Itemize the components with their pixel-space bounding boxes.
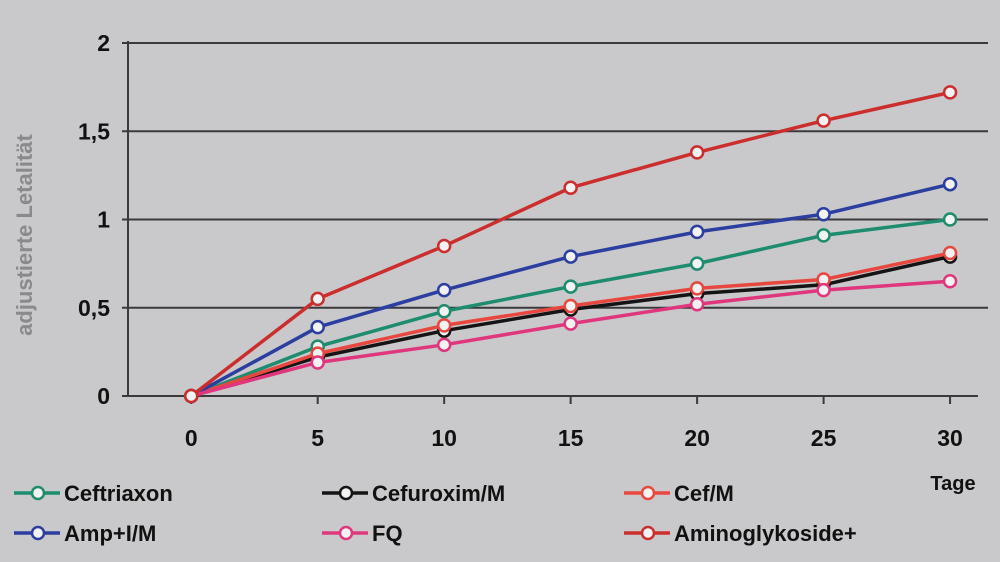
gridlines: [128, 42, 988, 309]
data-point: [689, 256, 705, 271]
y-tick-label: 0: [97, 383, 110, 409]
series-line: [190, 279, 951, 398]
legend-label: Aminoglykoside+: [674, 521, 857, 546]
data-point: [942, 85, 958, 100]
data-point: [436, 337, 452, 353]
data-point: [942, 274, 958, 289]
legend-item: Cef/M: [624, 481, 734, 506]
legend: Ceftriaxon Cefuroxim/M Cef/M Amp+I/M FQ Amino…: [14, 481, 857, 546]
legend-swatch-marker: [30, 525, 46, 541]
data-point: [942, 176, 958, 192]
data-point: [563, 279, 578, 294]
legend-item: Ceftriaxon: [14, 481, 173, 506]
series-3: [183, 176, 958, 404]
legend-item: FQ: [322, 521, 403, 546]
data-point: [689, 296, 705, 312]
x-tick-label: 30: [937, 425, 963, 451]
data-point: [436, 282, 452, 298]
data-point: [436, 318, 452, 333]
data-point: [436, 304, 452, 319]
legend-swatch-marker: [640, 525, 656, 541]
y-tick-label: 1: [97, 207, 110, 233]
x-tick-label: 0: [185, 425, 198, 451]
data-point: [436, 238, 452, 254]
data-point: [816, 206, 831, 222]
legend-label: Cefuroxim/M: [372, 481, 505, 506]
data-point: [689, 145, 705, 160]
data-point: [183, 388, 199, 404]
series-4: [183, 274, 958, 404]
x-tick-label: 20: [684, 425, 710, 451]
series-group: [183, 85, 958, 404]
data-point: [563, 298, 578, 314]
x-tick-label: 25: [811, 425, 837, 451]
x-tick-label: 5: [311, 425, 324, 451]
legend-item: Aminoglykoside+: [624, 521, 857, 546]
x-axis-unit-label: Tage: [930, 473, 975, 495]
legend-swatch-marker: [338, 525, 354, 541]
legend-swatch-marker: [640, 485, 656, 501]
legend-item: Cefuroxim/M: [322, 481, 505, 506]
data-point: [310, 319, 325, 335]
y-axis-title: adjustierte Letalität: [12, 133, 37, 335]
x-tick-label: 15: [558, 425, 584, 451]
y-tick-label: 2: [97, 30, 110, 56]
data-point: [942, 245, 958, 261]
legend-swatch-marker: [30, 485, 46, 501]
data-point: [942, 212, 958, 227]
y-tick-label: 0,5: [78, 295, 110, 321]
data-point: [816, 228, 831, 243]
data-point: [563, 180, 578, 195]
legend-item: Amp+I/M: [14, 521, 156, 546]
series-5: [183, 85, 958, 404]
legend-label: FQ: [372, 521, 403, 546]
data-point: [816, 113, 831, 128]
legend-swatch-marker: [338, 485, 354, 501]
legend-label: Cef/M: [674, 481, 734, 506]
data-point: [563, 316, 578, 331]
x-tick-label: 10: [431, 425, 457, 451]
data-point: [689, 281, 705, 296]
legend-label: Amp+I/M: [64, 521, 156, 546]
data-point: [689, 224, 705, 240]
data-point: [310, 355, 325, 370]
legend-label: Ceftriaxon: [64, 481, 173, 506]
data-point: [816, 282, 831, 298]
data-point: [563, 249, 578, 264]
data-point: [310, 291, 325, 307]
y-tick-label: 1,5: [78, 118, 110, 144]
